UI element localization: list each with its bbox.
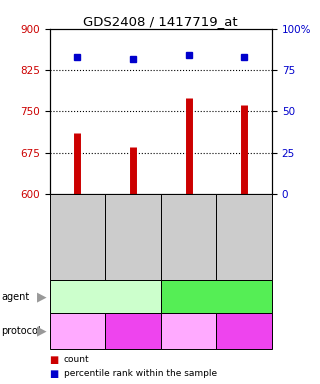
Text: total: total xyxy=(177,326,201,336)
Text: BAFF: BAFF xyxy=(202,291,230,302)
Text: ■: ■ xyxy=(50,355,59,365)
Text: GSM139091: GSM139091 xyxy=(184,210,193,265)
Text: ■: ■ xyxy=(50,369,59,379)
Text: GSM139084: GSM139084 xyxy=(240,210,249,265)
Text: total: total xyxy=(65,326,89,336)
Text: ▶: ▶ xyxy=(37,325,46,338)
Text: GSM139079: GSM139079 xyxy=(129,210,138,265)
Text: polysomal: polysomal xyxy=(221,327,267,336)
Text: protocol: protocol xyxy=(2,326,41,336)
Text: GSM139087: GSM139087 xyxy=(73,210,82,265)
Text: ▶: ▶ xyxy=(37,290,46,303)
Title: GDS2408 / 1417719_at: GDS2408 / 1417719_at xyxy=(84,15,238,28)
Text: polysomal: polysomal xyxy=(110,327,156,336)
Text: agent: agent xyxy=(2,291,30,302)
Text: count: count xyxy=(64,355,90,364)
Text: untreated: untreated xyxy=(78,291,133,302)
Text: percentile rank within the sample: percentile rank within the sample xyxy=(64,369,217,378)
